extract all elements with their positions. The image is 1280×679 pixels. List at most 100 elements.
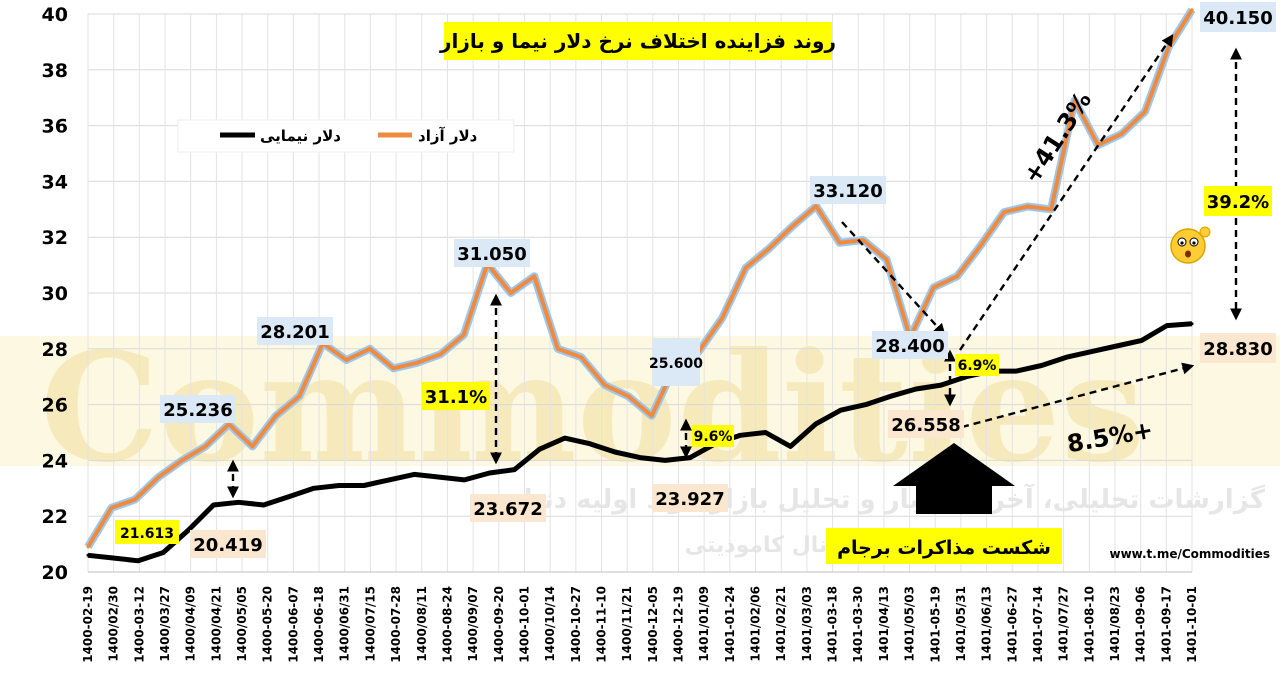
point-free <box>203 444 207 448</box>
point-nima <box>362 484 366 487</box>
event-arrow <box>893 443 1015 514</box>
title-background <box>444 22 832 60</box>
point-nima <box>186 528 190 532</box>
series-line-free <box>86 8 1194 548</box>
y-tick-label: 20 <box>42 562 68 584</box>
x-tick-label: 1401-09-17 <box>1159 586 1173 663</box>
point-free <box>814 204 818 208</box>
point-nima <box>538 447 542 451</box>
y-tick-label: 40 <box>42 4 68 26</box>
label-25236: 25.236 <box>163 400 232 421</box>
point-free <box>1073 99 1077 102</box>
label-25600: 25.600 <box>649 356 703 372</box>
y-tick-label: 36 <box>42 116 68 138</box>
nima-rise-arrow <box>961 362 1195 429</box>
point-nima <box>212 503 215 507</box>
point-free <box>1002 210 1006 214</box>
point-free <box>110 506 113 510</box>
x-tick-label: 1401/05/03 <box>903 586 917 662</box>
source-link: www.t.me/Commodities <box>1109 547 1270 561</box>
point-free <box>86 545 90 549</box>
surprised-emoji-icon <box>1170 226 1211 264</box>
point-free <box>1167 46 1170 49</box>
y-axis: 20 22 24 26 28 30 32 34 36 38 40 <box>42 4 68 584</box>
event-label-text: شکست مذاکرات برجام <box>837 537 1051 559</box>
x-tick-label: 1400/08/11 <box>415 586 429 662</box>
point-free <box>603 383 607 387</box>
point-nima <box>1165 324 1169 328</box>
point-free <box>744 266 748 270</box>
x-tick-label: 1400/04/21 <box>209 586 223 662</box>
point-nima <box>588 442 592 446</box>
point-free <box>297 394 301 398</box>
point-nima <box>663 458 667 462</box>
point-nima <box>161 551 165 554</box>
point-free <box>626 394 630 398</box>
spread-bg-1 <box>422 382 490 410</box>
watermark-tagline: گزارشات تحلیلی، آخرین اخبار و تحلیل بازا… <box>524 483 1266 515</box>
label-bg-31050 <box>454 239 530 267</box>
point-nima <box>1190 322 1194 326</box>
point-free <box>509 291 513 295</box>
x-tick-label: 1400-09-20 <box>492 586 506 663</box>
x-tick-label: 1401/05/31 <box>954 586 968 662</box>
point-nima <box>412 472 416 476</box>
x-tick-label: 1401/02/21 <box>774 586 788 662</box>
x-tick-label: 1400/03/27 <box>158 586 172 662</box>
x-tick-label: 1400-06-07 <box>286 586 300 663</box>
label-bg-28400 <box>872 331 948 359</box>
y-tick-label: 34 <box>42 171 68 193</box>
x-tick-label: 1400-12-19 <box>672 586 686 663</box>
x-tick-label: 1400-10-01 <box>517 586 531 663</box>
x-tick-label: 1400-06-18 <box>312 586 326 663</box>
point-free <box>955 274 959 278</box>
title-box: روند فزاینده اختلاف نرخ دلار نیما و بازا… <box>439 22 836 60</box>
chart-title: روند فزاینده اختلاف نرخ دلار نیما و بازا… <box>439 29 836 53</box>
point-nima <box>638 456 642 460</box>
label-bg-25236 <box>160 395 236 423</box>
point-free <box>1190 8 1194 12</box>
y-tick-label: 30 <box>42 283 68 305</box>
point-nima <box>337 484 341 487</box>
label-bg-21613 <box>115 520 179 544</box>
point-free <box>1143 110 1147 114</box>
label-bg-28201 <box>257 317 333 345</box>
point-nima <box>1115 344 1119 348</box>
point-free <box>932 285 936 289</box>
x-tick-label: 1401-07-14 <box>1031 586 1045 663</box>
label-bg-25600 <box>652 338 700 386</box>
legend: دلار نیمایی دلار آزاد <box>177 119 515 153</box>
label-bg-26558 <box>888 410 964 438</box>
point-free <box>227 422 231 426</box>
point-free <box>157 475 160 479</box>
x-tick-label: 1401-08-10 <box>1082 586 1096 663</box>
label-bg-33120 <box>810 176 886 204</box>
drop-arrow <box>841 221 946 336</box>
point-nima <box>789 444 792 448</box>
point-nima <box>688 456 692 460</box>
x-tick-label: 1401/06/13 <box>980 586 994 662</box>
spread-label-1: 31.1% <box>425 387 487 408</box>
spread-bg-4 <box>1204 186 1272 216</box>
x-tick-label: 1400/07/15 <box>363 586 377 662</box>
spread-label-4: 39.2% <box>1207 192 1269 213</box>
series-layer <box>84 7 1196 564</box>
rise-arrow <box>959 34 1174 351</box>
point-free <box>720 316 724 320</box>
point-nima <box>1014 369 1018 373</box>
label-28830: 28.830 <box>1203 339 1272 360</box>
point-free <box>274 414 278 418</box>
label-23672: 23.672 <box>473 499 542 520</box>
x-tick-label: 1400-03-12 <box>132 586 146 663</box>
point-free <box>438 352 442 356</box>
event-label-bg <box>826 528 1062 564</box>
legend-label-free: دلار آزاد <box>418 127 478 145</box>
point-nima <box>1040 364 1043 367</box>
label-31050: 31.050 <box>457 244 526 265</box>
point-nima <box>237 500 240 504</box>
x-tick-label: 1400-10-27 <box>569 586 583 663</box>
x-tick-label: 1401/02/06 <box>749 586 763 662</box>
x-tick-label: 1401/07/27 <box>1057 586 1071 662</box>
x-tick-label: 1401-05-19 <box>928 586 942 663</box>
point-nima <box>1065 355 1068 359</box>
